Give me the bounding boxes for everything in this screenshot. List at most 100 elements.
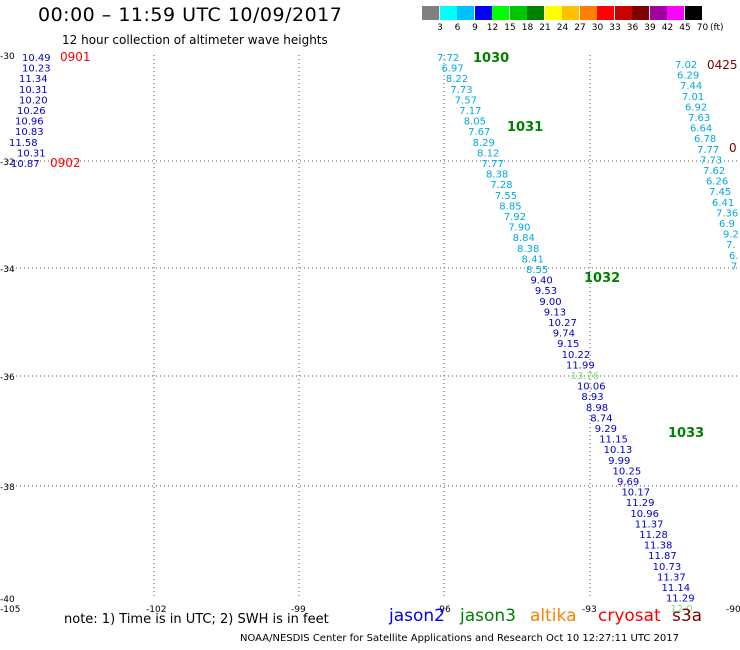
colorbar-swatch: [614, 6, 632, 20]
track-a-value: 10.31: [19, 85, 48, 96]
track-b-value: 8.98: [586, 403, 608, 414]
lat-tick-label: -38: [0, 483, 15, 493]
satellite-legend-jason2: jason2: [389, 606, 445, 626]
track-b-value: 10.27: [548, 318, 577, 329]
track-b-value: 8.38: [517, 244, 539, 255]
track-b-value: 8.38: [486, 170, 508, 181]
track-b-value: 7.17: [459, 106, 481, 117]
track-b-value: 8.85: [499, 201, 521, 212]
colorbar-label: 27: [574, 23, 586, 33]
colorbar-swatch: [632, 6, 649, 20]
track-a-value: 10.49: [22, 53, 51, 64]
track-a-time-label: 0901: [60, 50, 91, 64]
colorbar-swatch: [649, 6, 667, 20]
track-a-value: 10.96: [15, 117, 44, 128]
track-b-value: 7.73: [450, 85, 472, 96]
colorbar-label: 70: [696, 23, 709, 33]
track-b-value: 11.28: [639, 530, 668, 541]
lat-tick-label: -34: [0, 265, 15, 275]
lon-tick-label: -99: [291, 605, 306, 615]
track-c-value: 6.92: [685, 102, 707, 113]
colorbar-swatch: [439, 6, 457, 20]
track-b-value: 10.17: [621, 488, 650, 499]
track-a-value: 10.26: [17, 106, 46, 117]
track-c-value: 6.64: [690, 124, 712, 135]
track-c-value: 9.2: [723, 230, 739, 241]
track-b-value: 11.37: [635, 519, 664, 530]
track-b-value: 10.96: [630, 509, 659, 520]
satellite-legend-s3a: s3a: [672, 606, 703, 626]
lon-tick-label: -96: [436, 605, 451, 615]
colorbar-label: 33: [609, 23, 621, 33]
track-b-value: 9.15: [557, 339, 579, 350]
track-b-value: 9.29: [595, 424, 617, 435]
colorbar-label: 42: [661, 23, 674, 33]
track-b-value: 9.00: [539, 297, 561, 308]
track-b-value: 7.55: [495, 191, 517, 202]
colorbar-swatch: [562, 6, 579, 20]
colorbar-label: 9: [472, 23, 478, 33]
track-c-value: 6.41: [712, 198, 734, 209]
lon-tick-label: -102: [146, 605, 166, 615]
track-b-value: 11.87: [648, 551, 677, 562]
colorbar-label: 36: [626, 23, 639, 33]
track-c-value: 7.01: [682, 92, 704, 103]
track-b-value: 9.69: [617, 477, 639, 488]
colorbar-swatch: [597, 6, 614, 20]
track-b-value: 8.93: [581, 392, 603, 403]
track-c-time-label: 0: [729, 141, 737, 155]
track-b-value: 8.41: [522, 254, 544, 265]
colorbar-label: 18: [521, 23, 534, 33]
satellite-legend-cryosat: cryosat: [598, 606, 661, 626]
track-b-value: 7.57: [455, 95, 477, 106]
track-b-time-label: 1031: [507, 120, 543, 135]
track-b-value: 11.14: [662, 583, 691, 594]
track-b-value: 9.13: [544, 307, 566, 318]
colorbar-swatch: [422, 6, 439, 20]
track-b-value: 10.73: [653, 562, 682, 573]
colorbar-swatch: [457, 6, 474, 20]
track-b-value: 11.99: [566, 360, 595, 371]
track-c-time-label: 0425: [707, 58, 738, 72]
credit-line: NOAA/NESDIS Center for Satellite Applica…: [240, 633, 679, 644]
track-b-value: 11.29: [666, 594, 695, 605]
lat-tick-label: -36: [0, 373, 15, 383]
track-b-time-label: 1033: [668, 426, 704, 441]
track-b-value: 11.37: [657, 572, 686, 583]
track-c-value: 7.63: [688, 113, 710, 124]
colorbar-label: 12: [486, 23, 499, 33]
colorbar-swatch: [667, 6, 684, 20]
colorbar-label: 24: [556, 23, 569, 33]
satellite-legend-altika: altika: [530, 606, 577, 626]
track-c-value: 7.45: [709, 187, 731, 198]
track-b-value: 11.29: [626, 498, 655, 509]
track-c-value: 7: [731, 261, 737, 272]
track-c-value: 7.77: [697, 145, 719, 156]
colorbar-swatch: [474, 6, 492, 20]
track-b-value: 8.74: [590, 413, 612, 424]
track-b-time-label: 1032: [584, 271, 620, 286]
satellite-legend-jason3: jason3: [460, 606, 516, 626]
colorbar-label: 30: [591, 23, 604, 33]
track-a-value: 11.34: [19, 74, 48, 85]
colorbar-swatch: [492, 6, 509, 20]
track-b-value: 10.13: [604, 445, 633, 456]
track-c-value: 7.: [726, 240, 736, 251]
track-a-value: 11.58: [9, 138, 38, 149]
lat-tick-label: -32: [0, 158, 15, 168]
track-a-time-label: 0902: [50, 156, 81, 170]
track-c-value: 6.78: [694, 134, 716, 145]
track-c-value: 7.44: [680, 81, 702, 92]
track-b-value-end: 12.0: [670, 604, 692, 615]
colorbar-label: 15: [504, 23, 516, 33]
track-c-value: 7.62: [703, 166, 725, 177]
track-b-value: 8.29: [473, 138, 495, 149]
track-a-value: 10.87: [11, 159, 40, 170]
track-b-value: 8.05: [464, 117, 486, 128]
colorbar-label: 21: [539, 23, 551, 33]
colorbar-label: 45: [679, 23, 691, 33]
track-b-value: 8.84: [513, 233, 535, 244]
track-b-value: 8.55: [526, 265, 548, 276]
track-b-value: 7.72: [437, 53, 459, 64]
